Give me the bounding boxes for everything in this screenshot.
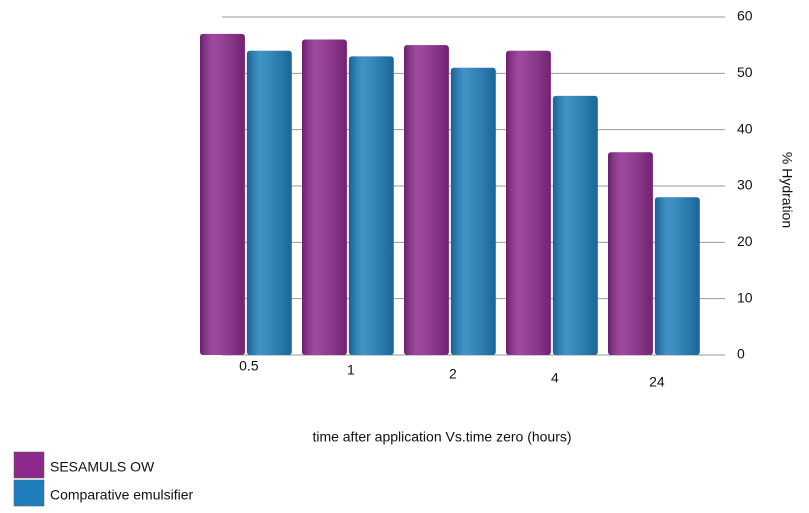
bar [200, 33, 245, 356]
x-tick-label: 4 [551, 370, 559, 386]
legend-label: SESAMULS OW [50, 459, 155, 475]
x-tick-label: 0.5 [239, 358, 259, 374]
bar [450, 67, 496, 355]
y-tick-label: 50 [737, 64, 753, 80]
x-tick-label: 24 [649, 374, 665, 390]
y-axis-title: % Hydration [779, 152, 795, 228]
bar [552, 95, 598, 355]
x-axis-title: time after application Vs.time zero (hou… [312, 429, 571, 445]
bar [404, 45, 449, 356]
y-tick-label: 60 [737, 8, 753, 24]
y-tick-label: 10 [737, 289, 753, 305]
y-tick-label: 30 [737, 177, 753, 193]
bar [506, 50, 551, 356]
bar [302, 39, 347, 356]
bar [654, 197, 700, 355]
bar [348, 56, 394, 355]
bar [246, 50, 292, 356]
bar [608, 152, 653, 355]
y-tick-label: 0 [737, 346, 745, 362]
legend-label: Comparative emulsifier [50, 487, 193, 503]
x-tick-label: 1 [347, 362, 355, 378]
legend-swatch [13, 451, 45, 479]
y-tick-label: 40 [737, 120, 753, 136]
y-tick-label: 20 [737, 233, 753, 249]
legend-swatch [13, 479, 45, 507]
x-tick-label: 2 [449, 366, 457, 382]
